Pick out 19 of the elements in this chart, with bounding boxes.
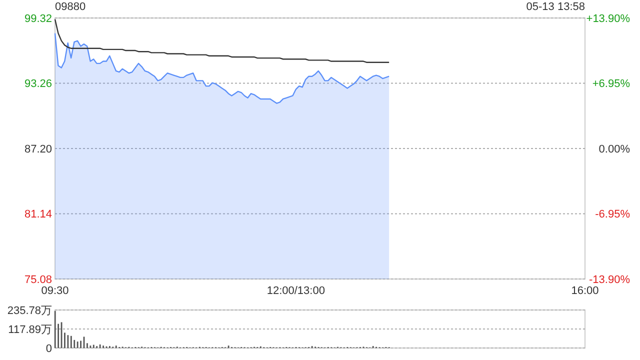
x-tick-label: 12:00/13:00 — [266, 285, 325, 297]
x-tick-label: 09:30 — [41, 285, 69, 297]
y-tick-label: 93.26 — [24, 78, 52, 90]
line-series — [54, 18, 390, 63]
y-tick-label: 0 — [46, 342, 52, 355]
y-tick-label: 99.32 — [24, 12, 52, 25]
y-tick-label: 81.14 — [24, 208, 52, 221]
y2-tick-label: -13.90% — [589, 274, 630, 286]
y-tick-label: 117.89万 — [8, 324, 52, 336]
y-tick-label: 87.20 — [24, 143, 52, 156]
chart-subtitle: 05-13 13:58 — [526, 1, 585, 13]
chart-title: 09880 — [55, 1, 86, 13]
y2-tick-label: -6.95% — [595, 208, 630, 221]
y2-tick-label: +13.90% — [586, 12, 630, 25]
y-tick-label: 75.08 — [24, 274, 52, 286]
y2-tick-label: +6.95% — [592, 78, 630, 90]
y2-tick-label: 0.00% — [598, 143, 630, 156]
y-tick-label: 235.78万 — [7, 304, 52, 317]
x-tick-label: 16:00 — [571, 285, 599, 297]
